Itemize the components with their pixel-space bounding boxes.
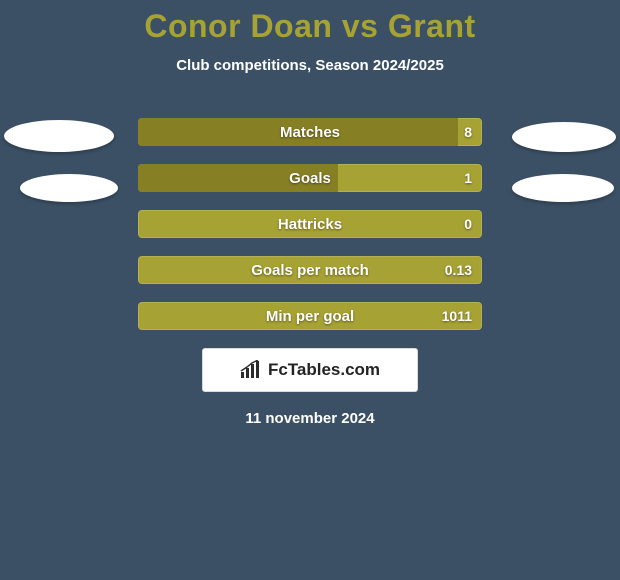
bar-chart-icon (240, 360, 262, 380)
stat-value: 1 (464, 170, 472, 186)
stat-label: Min per goal (138, 308, 482, 325)
stat-value: 0 (464, 216, 472, 232)
stat-label: Goals per match (138, 262, 482, 279)
player-left-ellipse-2 (20, 174, 118, 202)
date-line: 11 november 2024 (0, 410, 620, 427)
stat-bars: Matches 8 Goals 1 Hattricks 0 Goals per … (138, 118, 482, 348)
stat-label: Matches (138, 124, 482, 141)
stat-label: Hattricks (138, 216, 482, 233)
subtitle: Club competitions, Season 2024/2025 (0, 57, 620, 74)
stat-bar-hattricks: Hattricks 0 (138, 210, 482, 238)
brand-text: FcTables.com (268, 360, 380, 380)
stat-bar-goals-per-match: Goals per match 0.13 (138, 256, 482, 284)
stat-bar-goals: Goals 1 (138, 164, 482, 192)
player-left-ellipse-1 (4, 120, 114, 152)
stat-value: 0.13 (445, 262, 472, 278)
brand-badge: FcTables.com (202, 348, 418, 392)
stat-label: Goals (138, 170, 482, 187)
player-right-ellipse-2 (512, 174, 614, 202)
stat-value: 8 (464, 124, 472, 140)
stat-bar-matches: Matches 8 (138, 118, 482, 146)
stat-bar-min-per-goal: Min per goal 1011 (138, 302, 482, 330)
player-right-ellipse-1 (512, 122, 616, 152)
stats-area: Matches 8 Goals 1 Hattricks 0 Goals per … (0, 102, 620, 342)
page-title: Conor Doan vs Grant (0, 0, 620, 45)
stat-value: 1011 (442, 308, 472, 324)
comparison-card: Conor Doan vs Grant Club competitions, S… (0, 0, 620, 580)
